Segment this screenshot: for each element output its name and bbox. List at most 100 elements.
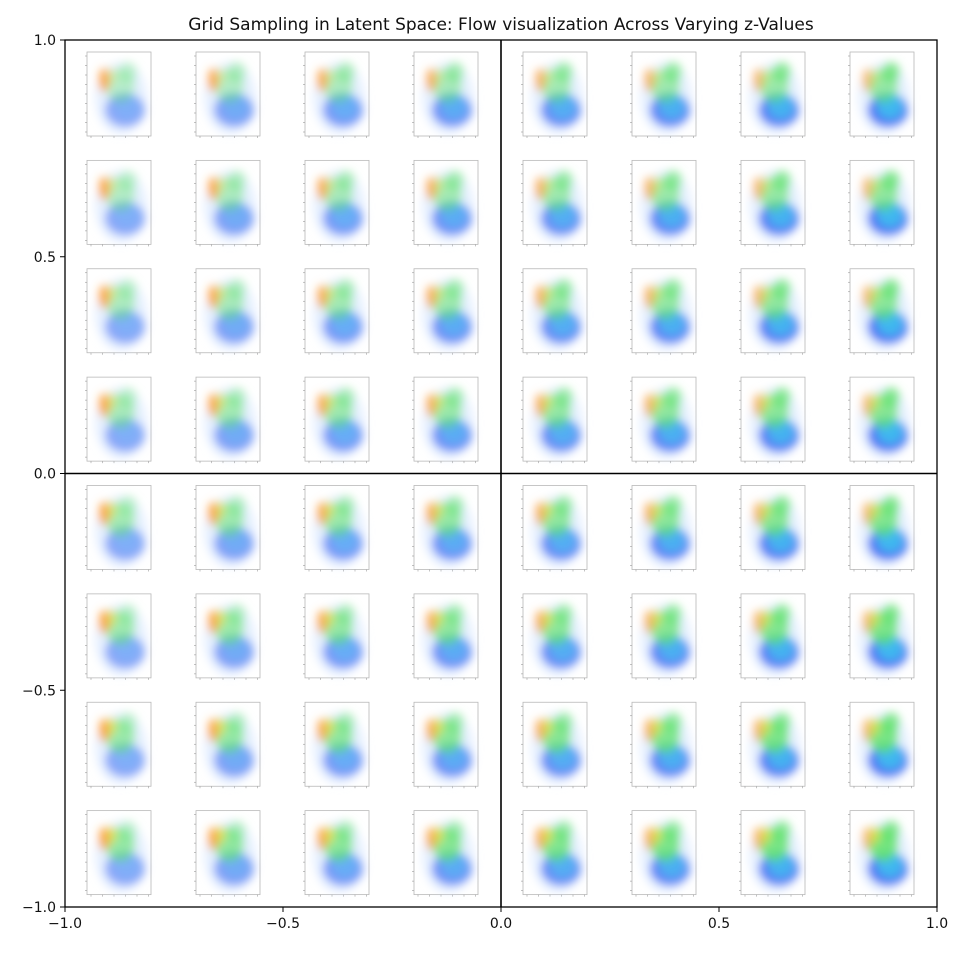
flow-field <box>640 712 692 785</box>
flow-blob <box>664 387 682 408</box>
flow-blob <box>882 387 900 408</box>
flow-field <box>95 170 147 243</box>
sample-thumbnail <box>630 51 697 138</box>
flow-blob <box>208 393 218 418</box>
flow-field <box>640 170 692 243</box>
flow-blob <box>228 712 246 733</box>
flow-blob <box>644 501 654 526</box>
sample-thumbnail <box>303 159 370 247</box>
flow-field <box>204 820 256 893</box>
sample-thumbnail <box>848 159 915 247</box>
flow-blob <box>317 176 327 201</box>
flow-blob <box>446 278 464 299</box>
sample-thumbnail <box>412 376 479 464</box>
sample-thumbnail <box>521 376 588 464</box>
sample-thumbnail <box>412 485 479 572</box>
flow-blob <box>426 284 436 309</box>
flow-field <box>95 278 147 351</box>
sample-thumbnail <box>630 701 697 789</box>
y-tick-label: 0.0 <box>34 467 56 483</box>
y-tick-label: −0.5 <box>22 683 56 699</box>
flow-field <box>95 62 147 134</box>
flow-blob <box>753 501 763 526</box>
flow-field <box>313 170 365 243</box>
sample-thumbnail <box>412 159 479 247</box>
flow-field <box>204 170 256 243</box>
flow-blob <box>426 68 436 92</box>
sample-thumbnail <box>739 701 806 789</box>
sample-thumbnail <box>194 593 261 680</box>
sample-thumbnail <box>848 701 915 789</box>
flow-blob <box>317 284 327 309</box>
flow-field <box>531 278 583 351</box>
flow-field <box>749 170 801 243</box>
sample-thumbnail <box>412 701 479 789</box>
flow-blob <box>644 393 654 418</box>
flow-field <box>313 62 365 134</box>
sample-thumbnail <box>303 701 370 789</box>
sample-thumbnail <box>412 268 479 355</box>
flow-field <box>640 278 692 351</box>
flow-field <box>858 603 910 676</box>
flow-blob <box>99 68 109 92</box>
flow-blob <box>337 712 355 733</box>
flow-blob <box>753 176 763 201</box>
flow-blob <box>535 501 545 526</box>
flow-field <box>531 387 583 460</box>
flow-blob <box>446 170 464 191</box>
flow-blob <box>773 278 791 299</box>
sample-thumbnail <box>303 268 370 355</box>
flow-field <box>749 712 801 785</box>
sample-thumbnail <box>521 701 588 789</box>
sample-thumbnail <box>85 810 152 897</box>
flow-field <box>313 387 365 460</box>
flow-blob <box>882 603 900 624</box>
sample-thumbnail <box>848 810 915 897</box>
flow-field <box>749 62 801 134</box>
sample-thumbnail <box>303 593 370 680</box>
flow-blob <box>862 501 872 526</box>
flow-blob <box>228 603 246 624</box>
flow-blob <box>317 393 327 418</box>
flow-blob <box>426 826 436 851</box>
flow-blob <box>426 718 436 743</box>
flow-field <box>422 62 474 134</box>
sample-thumbnail <box>848 268 915 355</box>
flow-field <box>204 62 256 134</box>
flow-blob <box>644 176 654 201</box>
flow-field <box>95 712 147 785</box>
axes: −1.0 −0.5 0.0 0.5 1.0 −1.0 −0.5 0.0 0.5 1.0 <box>22 33 948 932</box>
flow-blob <box>119 278 137 299</box>
sample-thumbnail <box>630 810 697 897</box>
flow-blob <box>208 501 218 526</box>
sample-thumbnail <box>85 51 152 138</box>
sample-thumbnail <box>739 810 806 897</box>
flow-blob <box>99 284 109 309</box>
flow-blob <box>882 278 900 299</box>
flow-field <box>313 495 365 568</box>
flow-field <box>640 603 692 676</box>
flow-blob <box>337 170 355 191</box>
flow-blob <box>119 62 137 82</box>
flow-field <box>531 603 583 676</box>
flow-blob <box>862 718 872 743</box>
sample-thumbnail <box>303 810 370 897</box>
x-tick-label: 0.5 <box>708 916 730 932</box>
flow-blob <box>208 68 218 92</box>
flow-blob <box>773 62 791 82</box>
sample-thumbnail <box>412 593 479 680</box>
flow-blob <box>99 826 109 851</box>
flow-field <box>858 62 910 134</box>
sample-thumbnail <box>85 593 152 680</box>
flow-blob <box>99 501 109 526</box>
sample-thumbnail <box>194 268 261 355</box>
flow-blob <box>664 603 682 624</box>
flow-blob <box>862 393 872 418</box>
flow-blob <box>446 495 464 516</box>
flow-blob <box>317 826 327 851</box>
flow-field <box>204 387 256 460</box>
flow-blob <box>773 170 791 191</box>
sample-thumbnail <box>630 268 697 355</box>
sample-thumbnail <box>521 159 588 247</box>
